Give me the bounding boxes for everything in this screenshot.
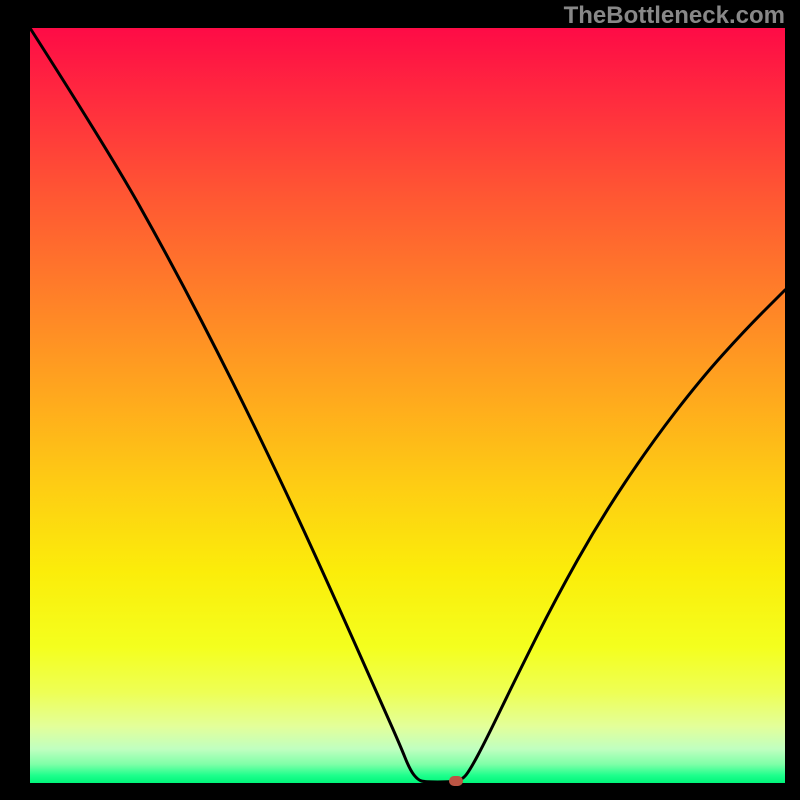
plot-area xyxy=(30,28,785,783)
bottleneck-curve xyxy=(0,0,800,800)
outer-frame: TheBottleneck.com xyxy=(0,0,800,800)
minimum-marker xyxy=(449,776,463,786)
watermark-text: TheBottleneck.com xyxy=(564,2,785,30)
